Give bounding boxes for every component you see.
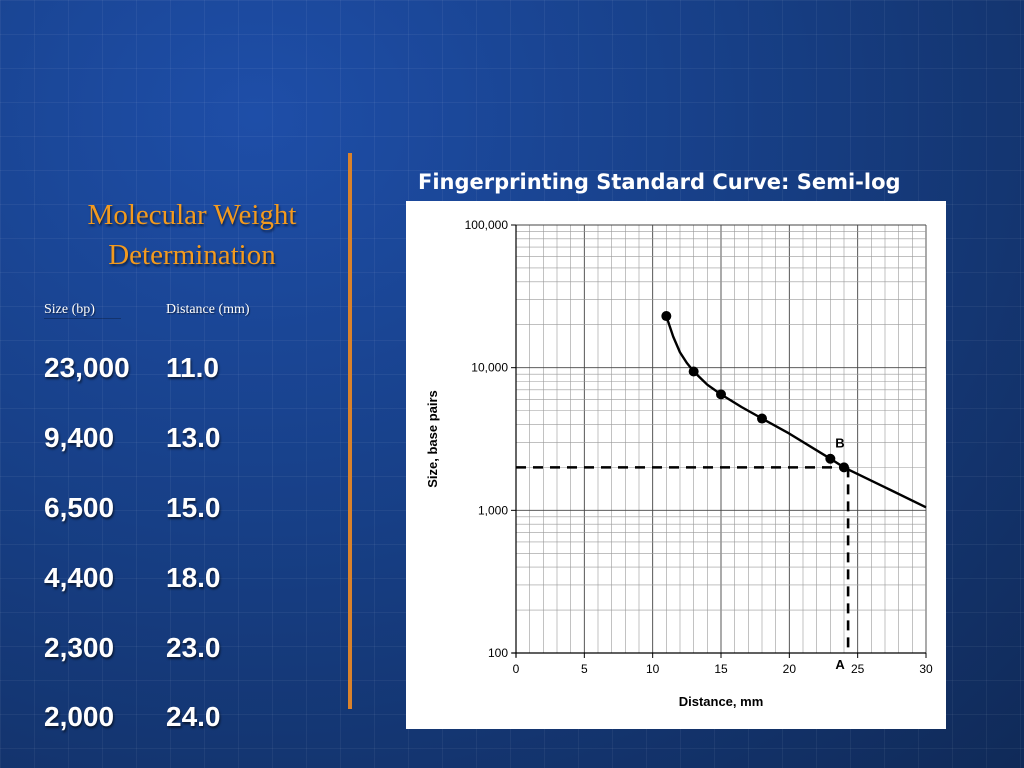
data-point xyxy=(688,366,699,377)
x-tick-label: 5 xyxy=(581,662,588,676)
data-point xyxy=(716,389,726,400)
y-tick-label: 10,000 xyxy=(471,361,508,375)
data-point xyxy=(825,453,836,464)
annotation-label-b: B xyxy=(835,435,844,450)
vertical-divider xyxy=(348,153,352,709)
slide-title-line1: Molecular Weight xyxy=(87,199,297,231)
slide-title: Molecular Weight Determination xyxy=(22,195,362,275)
x-axis-label: Distance, mm xyxy=(679,694,764,709)
y-tick-label: 1,000 xyxy=(478,503,508,517)
slide-title-line2: Determination xyxy=(108,239,276,271)
distance-cell: 15.0 xyxy=(166,492,221,523)
data-point xyxy=(757,413,767,424)
chart-panel: 0 5 10 15 20 25 30 100 1,000 10,000 100,000 Distanc… xyxy=(406,201,946,729)
distance-column-header: Distance (mm) xyxy=(166,302,250,317)
chart-title: Fingerprinting Standard Curve: Semi-log xyxy=(418,170,901,194)
distance-cell: 24.0 xyxy=(166,701,221,732)
size-cell: 6,500 xyxy=(44,492,115,523)
size-cell: 9,400 xyxy=(44,422,115,453)
size-cell: 2,000 xyxy=(44,701,115,732)
size-cell: 23,000 xyxy=(44,352,130,383)
standard-curve-line xyxy=(665,315,927,509)
chart-svg: 0 5 10 15 20 25 30 100 1,000 10,000 100,000 Distanc… xyxy=(425,218,933,709)
x-tick-label: 15 xyxy=(714,662,728,676)
x-tick-label: 25 xyxy=(851,662,865,676)
distance-cell: 23.0 xyxy=(166,632,221,663)
x-tick-label: 10 xyxy=(646,662,660,676)
distance-cell: 18.0 xyxy=(166,562,221,593)
annotation-label-a: A xyxy=(835,657,845,672)
data-point xyxy=(839,462,849,473)
x-tick-label: 30 xyxy=(919,662,933,676)
distance-cell: 11.0 xyxy=(166,352,219,383)
size-column-header: Size (bp) xyxy=(44,302,121,319)
y-tick-label: 100 xyxy=(488,646,508,660)
x-tick-label: 0 xyxy=(513,662,520,676)
size-cell: 4,400 xyxy=(44,562,115,593)
y-tick-label: 100,000 xyxy=(465,218,509,232)
distance-cell: 13.0 xyxy=(166,422,221,453)
y-axis-label: Size, base pairs xyxy=(425,390,440,488)
chart-grid xyxy=(515,224,927,654)
size-cell: 2,300 xyxy=(44,632,115,663)
data-point xyxy=(661,311,672,322)
x-tick-label: 20 xyxy=(783,662,797,676)
